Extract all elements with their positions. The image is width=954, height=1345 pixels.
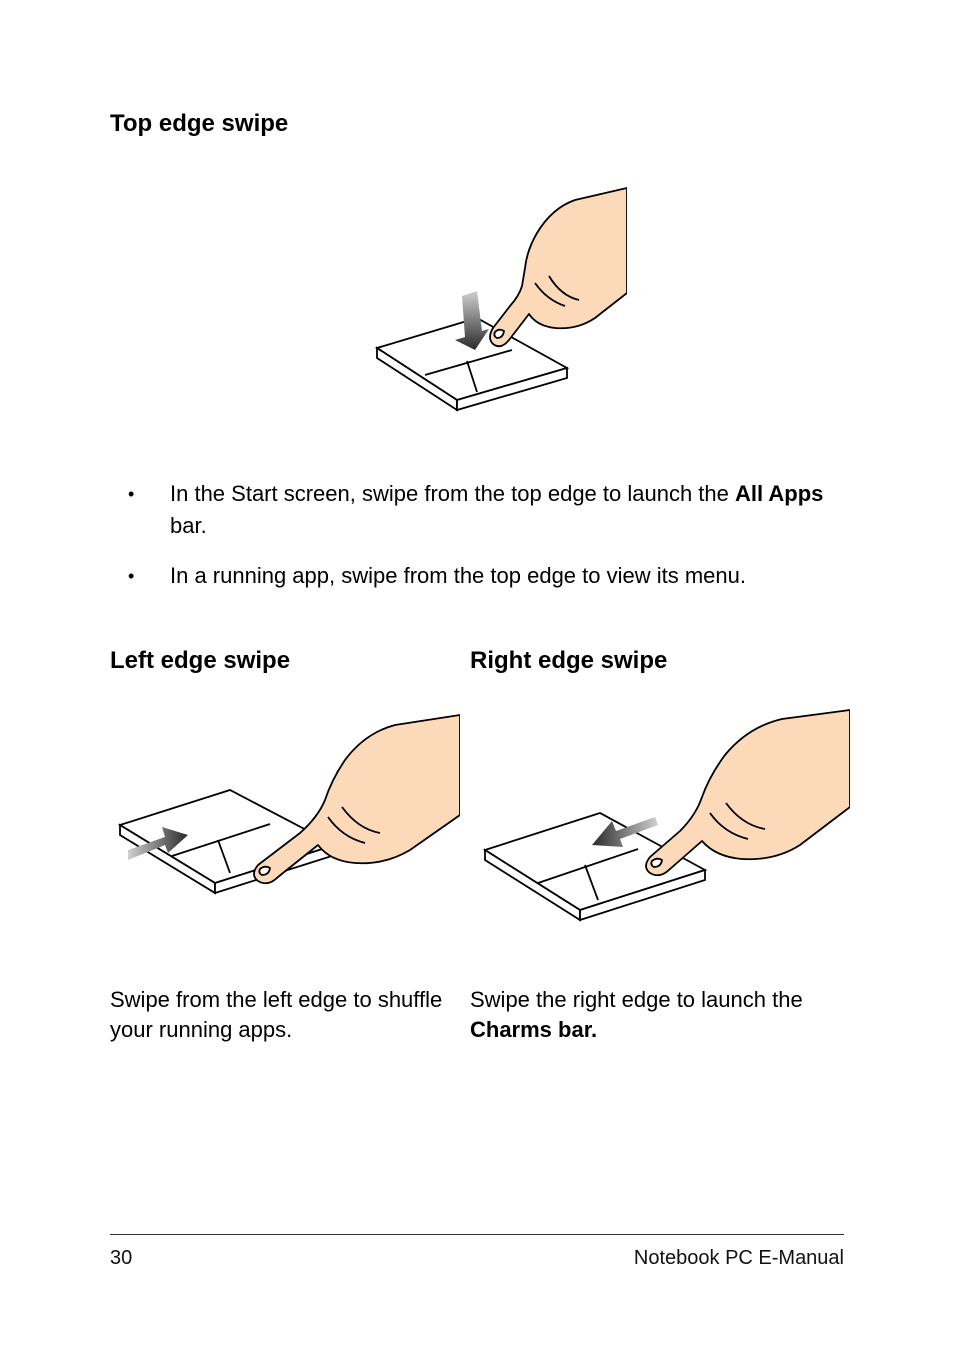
left-col: Left edge swipe (110, 647, 460, 1047)
top-edge-heading: Top edge swipe (110, 110, 844, 138)
top-swipe-figure (110, 178, 844, 428)
bullet-text: In the Start screen, swipe from the top … (170, 478, 844, 542)
right-desc: Swipe the right edge to launch the Charm… (470, 985, 850, 1047)
bullet-dot-icon: • (120, 478, 170, 542)
bullet-dot-icon: • (120, 560, 170, 592)
two-column-section: Left edge swipe (110, 647, 844, 1047)
left-swipe-figure (110, 705, 460, 935)
desc-pre: Swipe from the left edge to shuffle your… (110, 987, 442, 1043)
bullet-pre: In the Start screen, swipe from the top … (170, 481, 735, 506)
bullet-text: In a running app, swipe from the top edg… (170, 560, 844, 592)
left-edge-heading: Left edge swipe (110, 647, 460, 675)
footer-row: 30 Notebook PC E-Manual (110, 1247, 844, 1270)
left-desc: Swipe from the left edge to shuffle your… (110, 985, 460, 1047)
bullet-pre: In a running app, swipe from the top edg… (170, 563, 746, 588)
right-swipe-figure (470, 705, 850, 935)
page: Top edge swipe (0, 0, 954, 1345)
top-swipe-illustration (327, 178, 627, 428)
desc-bold: Charms bar. (470, 1017, 597, 1042)
right-swipe-illustration (470, 705, 850, 925)
bullet-bold: All Apps (735, 481, 823, 506)
footer: 30 Notebook PC E-Manual (110, 1234, 844, 1270)
left-swipe-illustration (110, 705, 460, 925)
bullet-item: • In a running app, swipe from the top e… (120, 560, 844, 592)
right-col: Right edge swipe (470, 647, 850, 1047)
bullet-item: • In the Start screen, swipe from the to… (120, 478, 844, 542)
bullet-post: bar. (170, 513, 207, 538)
desc-pre: Swipe the right edge to launch the (470, 987, 803, 1012)
right-edge-heading: Right edge swipe (470, 647, 850, 675)
page-number: 30 (110, 1247, 132, 1270)
footer-title: Notebook PC E-Manual (634, 1247, 844, 1270)
top-bullets: • In the Start screen, swipe from the to… (120, 478, 844, 592)
footer-rule (110, 1234, 844, 1235)
